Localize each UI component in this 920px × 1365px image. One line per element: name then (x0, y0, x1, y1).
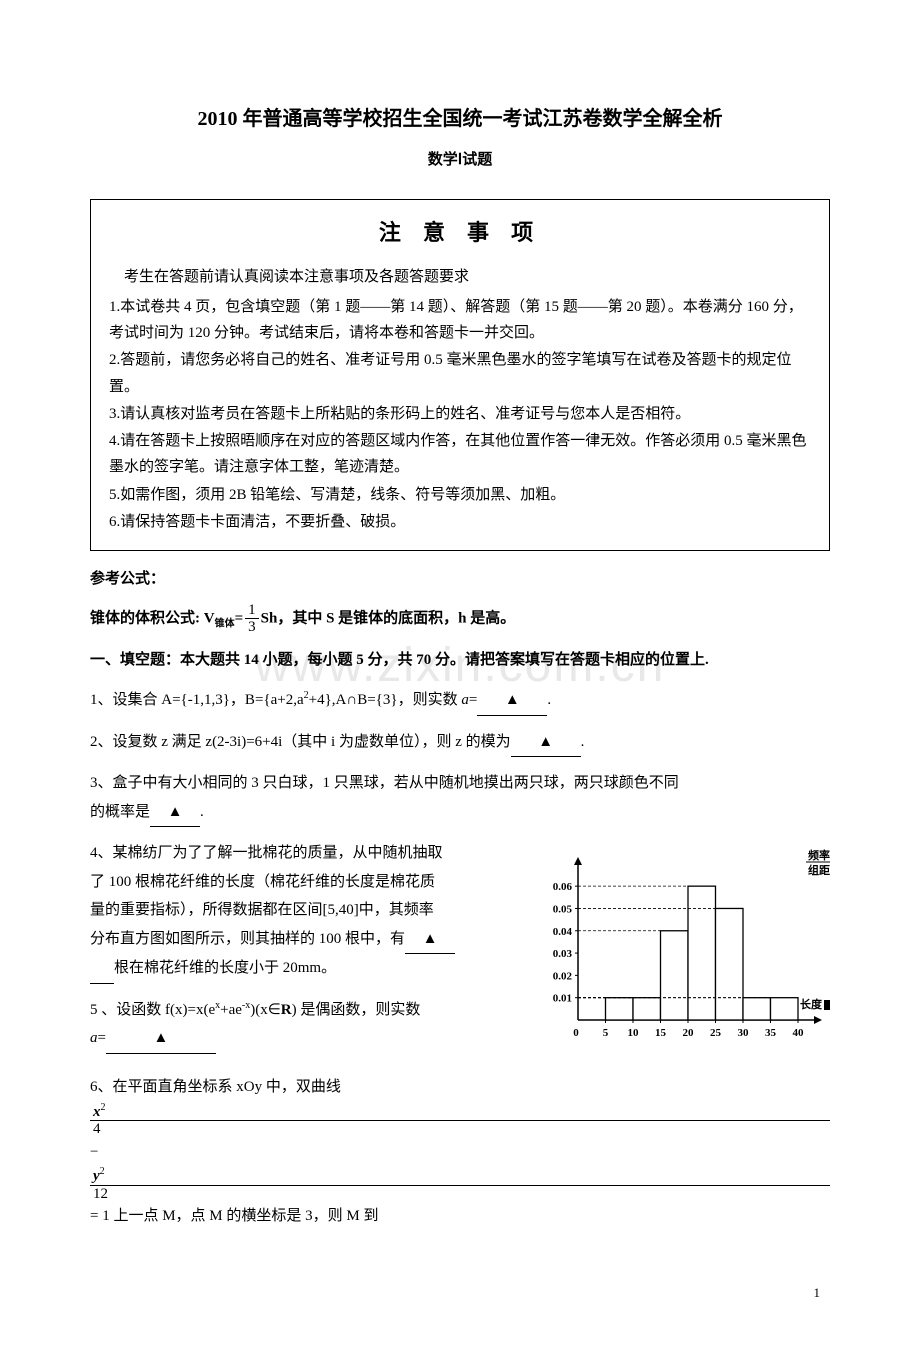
q6-pre: 6、在平面直角坐标系 xOy 中，双曲线 (90, 1079, 341, 1095)
fraction-one-third: 13 (245, 602, 259, 636)
q6-frac2-den: 12 (90, 1186, 830, 1203)
notice-item-4: 4.请在答题卡上按照晤顺序在对应的答题区域内作答，在其他位置作答一律无效。作答必… (109, 428, 811, 481)
q6-eq: = 1 (90, 1208, 110, 1224)
notice-item-3: 3.请认真核对监考员在答题卡上所粘贴的条形码上的姓名、准考证号与您本人是否相符。 (109, 401, 811, 427)
svg-text:频率: 频率 (808, 848, 830, 862)
frac-den: 3 (245, 619, 259, 636)
histogram-svg: 频率组距 0.06 0.05 0.04 0.03 0.02 0.01 0 5 10 15 20 25 30… (530, 845, 830, 1055)
svg-text:组距: 组距 (808, 863, 830, 877)
q4-blank-cont (90, 954, 114, 984)
q5-mid2: )(x∈ (250, 1002, 281, 1018)
notice-box: 注 意 事 项 考生在答题前请认真阅读本注意事项及各题答题要求 1.本试卷共 4… (90, 199, 830, 552)
question-1: 1、设集合 A={-1,1,3}，B={a+2,a2+4},A∩B={3}，则实… (90, 686, 830, 716)
q5-a: a (90, 1030, 98, 1046)
q5-r: R (281, 1002, 292, 1018)
q1-mid: +4},A∩B={3}，则实数 (309, 692, 462, 708)
question-6: 6、在平面直角坐标系 xOy 中，双曲线 x2 4 − y2 12 = 1 上一… (90, 1073, 830, 1231)
question-3: 3、盒子中有大小相同的 3 只白球，1 只黑球，若从中随机地摸出两只球，两只球颜… (90, 769, 830, 827)
q2-blank: ▲ (511, 728, 581, 758)
q1-a: a (461, 692, 469, 708)
formula-post: Sh，其中 S 是锥体的底面积，h 是高。 (261, 610, 516, 626)
q6-post: 上一点 M，点 M 的横坐标是 3，则 M 到 (113, 1208, 378, 1224)
q5-mid1: +ae (220, 1002, 242, 1018)
notice-item-5: 5.如需作图，须用 2B 铅笔绘、写清楚，线条、符号等须加黑、加粗。 (109, 482, 811, 508)
notice-item-6: 6.请保持答题卡卡面清洁，不要折叠、破损。 (109, 509, 811, 535)
svg-text:35: 35 (765, 1027, 777, 1039)
q1-pre: 1、设集合 A={-1,1,3}，B={a+2,a (90, 692, 304, 708)
main-title: 2010 年普通高等学校招生全国统一考试江苏卷数学全解全析 (90, 100, 830, 138)
q5-blank: ▲ (106, 1024, 216, 1054)
q5-sup2: -x (242, 1000, 250, 1011)
q6-frac2-num: y2 (90, 1166, 830, 1186)
q6-frac1-den: 4 (90, 1121, 830, 1138)
formula-eq: = (235, 610, 244, 626)
q5-pre: 5 、设函数 f(x)=x(e (90, 1002, 215, 1018)
svg-text:25: 25 (710, 1027, 722, 1039)
q6-frac1-num: x2 (90, 1102, 830, 1122)
q1-blank: ▲ (477, 686, 547, 716)
question-2: 2、设复数 z 满足 z(2-3i)=6+4i（其中 i 为虚数单位），则 z … (90, 728, 830, 758)
q1-post: = (469, 692, 477, 708)
svg-text:0: 0 (573, 1027, 579, 1039)
svg-text:40: 40 (793, 1027, 805, 1039)
notice-item-1: 1.本试卷共 4 页，包含填空题（第 1 题——第 14 题）、解答题（第 15… (109, 294, 811, 347)
question-4: 频率组距0.060.050.040.030.020.01051015202530… (90, 839, 830, 984)
q5-mid3: ) 是偶函数，则实数 (292, 1002, 421, 1018)
q3-blank: ▲ (150, 798, 200, 828)
formula-pre: 锥体的体积公式: V (90, 610, 215, 626)
notice-item-2: 2.答题前，请您务必将自己的姓名、准考证号用 0.5 毫米黑色墨水的签字笔填写在… (109, 347, 811, 400)
svg-text:10: 10 (628, 1027, 640, 1039)
q5-eq: = (98, 1030, 106, 1046)
document-content: 2010 年普通高等学校招生全国统一考试江苏卷数学全解全析 数学Ⅰ试题 注 意 … (90, 100, 830, 1305)
formula-sub: 锥体 (215, 618, 235, 629)
frac-num: 1 (245, 602, 259, 620)
q4-l4-pre: 分布直方图如图所示，则其抽样的 100 根中，有 (90, 931, 405, 947)
svg-text:长度: 长度 (800, 997, 823, 1011)
notice-heading: 注 意 事 项 (109, 212, 811, 254)
q6-frac1: x2 4 (90, 1102, 830, 1138)
q3-line1: 3、盒子中有大小相同的 3 只白球，1 只黑球，若从中随机地摸出两只球，两只球颜… (90, 769, 830, 798)
svg-text:0.02: 0.02 (553, 970, 573, 982)
q3-line2-pre: 的概率是 (90, 804, 150, 820)
svg-text:0.04: 0.04 (553, 926, 573, 938)
q4-blank: ▲ (405, 925, 455, 955)
svg-text:0.03: 0.03 (553, 948, 573, 960)
svg-text:20: 20 (683, 1027, 695, 1039)
q6-minus: − (90, 1144, 98, 1160)
svg-text:5: 5 (603, 1027, 609, 1039)
q2-text: 2、设复数 z 满足 z(2-3i)=6+4i（其中 i 为虚数单位），则 z … (90, 734, 511, 750)
svg-text:0.05: 0.05 (553, 904, 573, 916)
svg-text:0.06: 0.06 (553, 881, 573, 893)
notice-intro: 考生在答题前请认真阅读本注意事项及各题答题要求 (109, 263, 811, 292)
q4-l5: 根在棉花纤维的长度小于 20mm。 (114, 960, 336, 976)
subtitle: 数学Ⅰ试题 (90, 146, 830, 175)
q6-frac2: y2 12 (90, 1166, 830, 1202)
histogram-chart: 频率组距 0.06 0.05 0.04 0.03 0.02 0.01 0 5 10 15 20 25 30… (530, 845, 830, 1055)
svg-text:0.01: 0.01 (553, 993, 572, 1005)
section-1-heading: 一、填空题：本大题共 14 小题，每小题 5 分，共 70 分。请把答案填写在答… (90, 646, 830, 675)
svg-text:30: 30 (738, 1027, 750, 1039)
volume-formula: 锥体的体积公式: V锥体=13Sh，其中 S 是锥体的底面积，h 是高。 (90, 602, 830, 636)
formula-heading: 参考公式： (90, 565, 830, 594)
svg-text:15: 15 (655, 1027, 667, 1039)
q3-line2-post: . (200, 804, 204, 820)
